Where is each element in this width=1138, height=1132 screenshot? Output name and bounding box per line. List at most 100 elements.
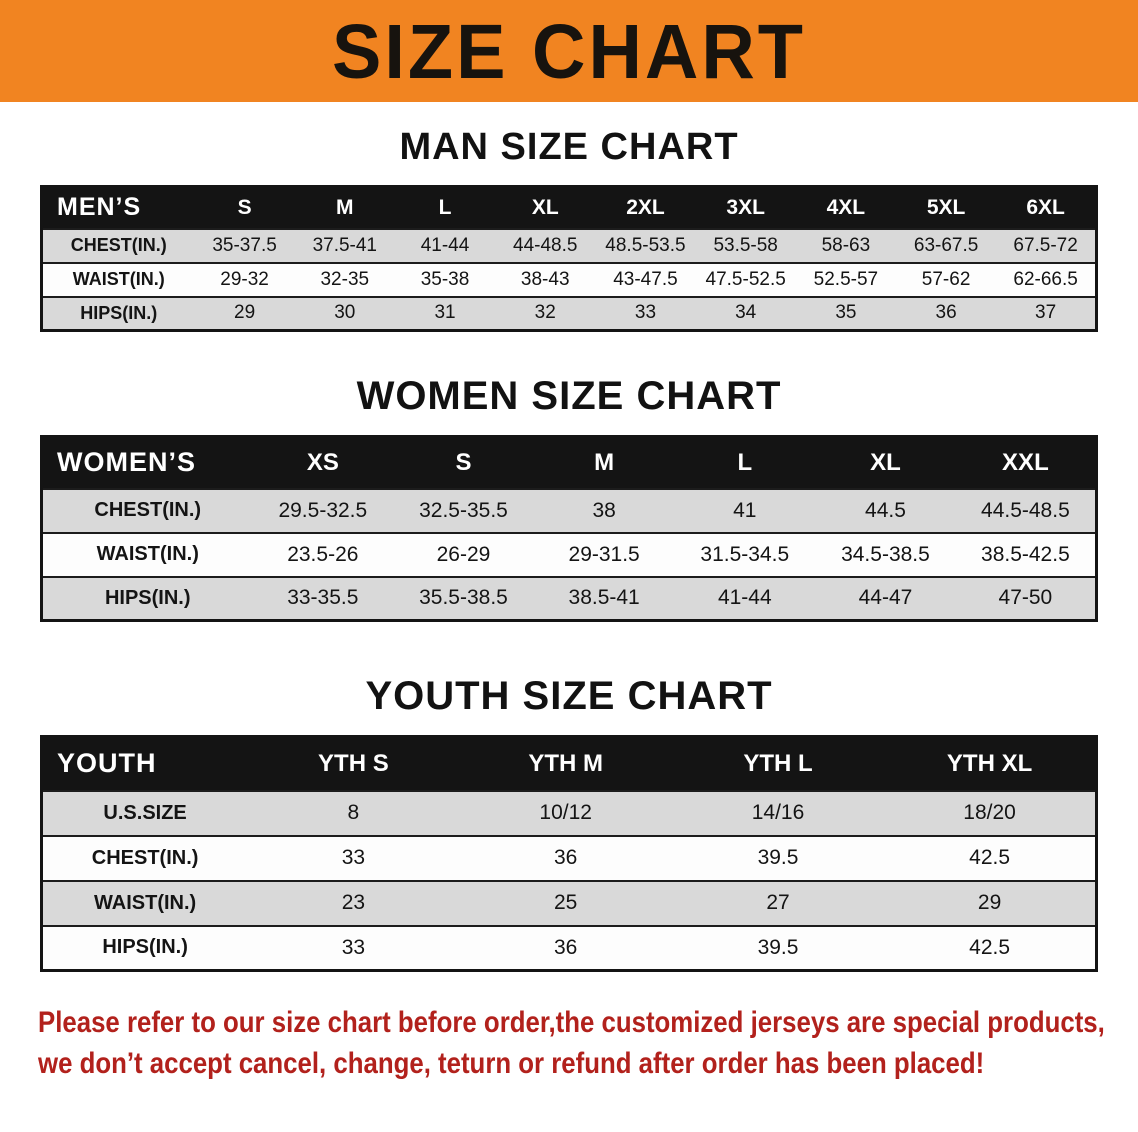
- size-value-cell: 42.5: [969, 935, 1011, 959]
- size-value-cell: 23.5-26: [287, 542, 359, 566]
- row-label: CHEST(IN.): [70, 235, 167, 255]
- size-value-cell: 25: [554, 891, 578, 914]
- size-column-header: YTH M: [528, 749, 604, 777]
- size-value-cell: 36: [554, 846, 578, 869]
- size-value-cell: 29-32: [220, 268, 269, 290]
- size-value-cell: 29.5-32.5: [278, 498, 368, 522]
- row-label: CHEST(IN.): [94, 499, 202, 521]
- women-size-table: WOMEN’S XS S M L XL XXL CHEST(IN.) 29.5-32.5 32.5…: [40, 435, 1098, 622]
- size-value-cell: 38: [592, 498, 616, 522]
- size-column-header: 6XL: [1026, 195, 1065, 219]
- size-value-cell: 34.5-38.5: [841, 542, 930, 566]
- size-value-cell: 30: [334, 302, 356, 324]
- size-value-cell: 47.5-52.5: [705, 268, 786, 290]
- table-row: CHEST(IN.) 29.5-32.5 32.5-35.5 38 41 44.5 44.5…: [41, 488, 1097, 533]
- table-header-row: MEN’S S M L XL 2XL 3XL 4XL 5XL 6XL: [41, 186, 1097, 229]
- size-value-cell: 33-35.5: [287, 586, 359, 610]
- size-value-cell: 10/12: [539, 801, 592, 824]
- size-value-cell: 35-37.5: [212, 234, 277, 256]
- size-value-cell: 35: [835, 302, 857, 324]
- size-value-cell: 41: [733, 498, 757, 522]
- size-value-cell: 63-67.5: [913, 234, 979, 256]
- table-row: HIPS(IN.) 33-35.5 35.5-38.5 38.5-41 41-44 44-…: [41, 576, 1097, 621]
- size-value-cell: 23: [341, 891, 366, 914]
- size-column-header: YTH XL: [946, 749, 1033, 777]
- notice-line-2: we don’t accept cancel, change, teturn o…: [38, 1047, 985, 1081]
- size-value-cell: 32: [534, 302, 556, 324]
- men-size-table: MEN’S S M L XL 2XL 3XL 4XL 5XL 6XL CHEST(IN.) 35-37…: [40, 185, 1098, 332]
- size-value-cell: 18/20: [963, 801, 1016, 824]
- size-value-cell: 37.5-41: [312, 234, 378, 256]
- row-label: CHEST(IN.): [91, 846, 199, 869]
- women-section-title: WOMEN SIZE CHART: [356, 374, 782, 418]
- size-value-cell: 38.5-41: [568, 586, 640, 610]
- table-group-label: YOUTH: [57, 748, 157, 779]
- order-notice: Please refer to our size chart before or…: [38, 1002, 1138, 1085]
- size-column-header: 2XL: [626, 195, 665, 219]
- size-column-header: L: [737, 448, 753, 476]
- size-value-cell: 44-47: [858, 586, 913, 610]
- size-value-cell: 67.5-72: [1013, 234, 1078, 256]
- size-value-cell: 35.5-38.5: [419, 586, 508, 610]
- table-row: U.S.SIZE 8 10/12 14/16 18/20: [41, 790, 1097, 836]
- size-value-cell: 47-50: [998, 586, 1053, 610]
- size-value-cell: 42.5: [969, 846, 1011, 869]
- size-column-header: XL: [531, 195, 559, 219]
- size-column-header: 4XL: [826, 195, 866, 219]
- size-value-cell: 38-43: [520, 268, 570, 290]
- size-value-cell: 14/16: [751, 801, 805, 824]
- size-value-cell: 38.5-42.5: [981, 542, 1070, 566]
- size-column-header: XL: [870, 448, 901, 476]
- size-value-cell: 29: [234, 302, 256, 324]
- size-value-cell: 31: [434, 302, 456, 324]
- banner: SIZE CHART: [0, 0, 1138, 102]
- size-column-header: L: [438, 195, 452, 219]
- size-value-cell: 58-63: [821, 234, 871, 256]
- size-value-cell: 32.5-35.5: [419, 498, 508, 522]
- size-value-cell: 36: [935, 302, 957, 324]
- size-value-cell: 57-62: [921, 268, 971, 290]
- table-row: HIPS(IN.) 33 36 39.5 42.5: [41, 925, 1097, 971]
- table-row: WAIST(IN.) 23 25 27 29: [41, 880, 1097, 926]
- size-value-cell: 29-31.5: [568, 542, 640, 566]
- youth-size-table: YOUTH YTH S YTH M YTH L YTH XL U.S.SIZE 8 10/12…: [40, 735, 1098, 972]
- row-label: HIPS(IN.): [80, 302, 158, 323]
- size-value-cell: 44-48.5: [513, 234, 578, 256]
- size-column-header: XS: [306, 448, 339, 476]
- size-column-header: 3XL: [726, 195, 765, 219]
- size-column-header: S: [237, 195, 252, 219]
- size-value-cell: 36: [554, 935, 578, 959]
- row-label: HIPS(IN.): [102, 936, 188, 959]
- row-label: U.S.SIZE: [103, 801, 187, 824]
- size-value-cell: 33: [341, 935, 366, 959]
- size-value-cell: 35-38: [420, 268, 470, 290]
- man-section-title: MAN SIZE CHART: [399, 126, 739, 168]
- size-value-cell: 48.5-53.5: [605, 234, 686, 256]
- size-column-header: XXL: [1002, 448, 1049, 476]
- youth-section-title: YOUTH SIZE CHART: [365, 674, 773, 718]
- size-value-cell: 26-29: [436, 542, 491, 566]
- notice-line-1: Please refer to our size chart before or…: [38, 1006, 1105, 1039]
- table-row: WAIST(IN.) 23.5-26 26-29 29-31.5 31.5-34.5 34…: [41, 532, 1097, 577]
- table-row: HIPS(IN.) 29 30 31 32 33 34 35 36 37: [41, 296, 1097, 331]
- size-value-cell: 8: [347, 801, 360, 824]
- table-row: CHEST(IN.) 33 36 39.5 42.5: [41, 835, 1097, 881]
- size-value-cell: 44.5: [865, 498, 906, 522]
- size-value-cell: 34: [735, 302, 757, 324]
- table-group-label: MEN’S: [57, 193, 142, 222]
- size-column-header: YTH S: [318, 749, 389, 777]
- size-value-cell: 41-44: [420, 234, 470, 256]
- size-value-cell: 32-35: [320, 268, 370, 290]
- table-row: CHEST(IN.) 35-37.5 37.5-41 41-44 44-48.5 48.5…: [41, 228, 1097, 263]
- size-value-cell: 52.5-57: [813, 268, 879, 290]
- row-label: WAIST(IN.): [96, 543, 199, 565]
- size-value-cell: 27: [766, 891, 790, 914]
- size-value-cell: 39.5: [757, 935, 799, 959]
- size-value-cell: 29: [977, 891, 1002, 914]
- size-value-cell: 53.5-58: [713, 234, 778, 256]
- size-value-cell: 33: [634, 302, 657, 324]
- row-label: WAIST(IN.): [72, 269, 165, 289]
- table-row: WAIST(IN.) 29-32 32-35 35-38 38-43 43-47.5 47.…: [41, 262, 1097, 297]
- size-value-cell: 39.5: [757, 846, 799, 869]
- size-value-cell: 44.5-48.5: [981, 498, 1070, 522]
